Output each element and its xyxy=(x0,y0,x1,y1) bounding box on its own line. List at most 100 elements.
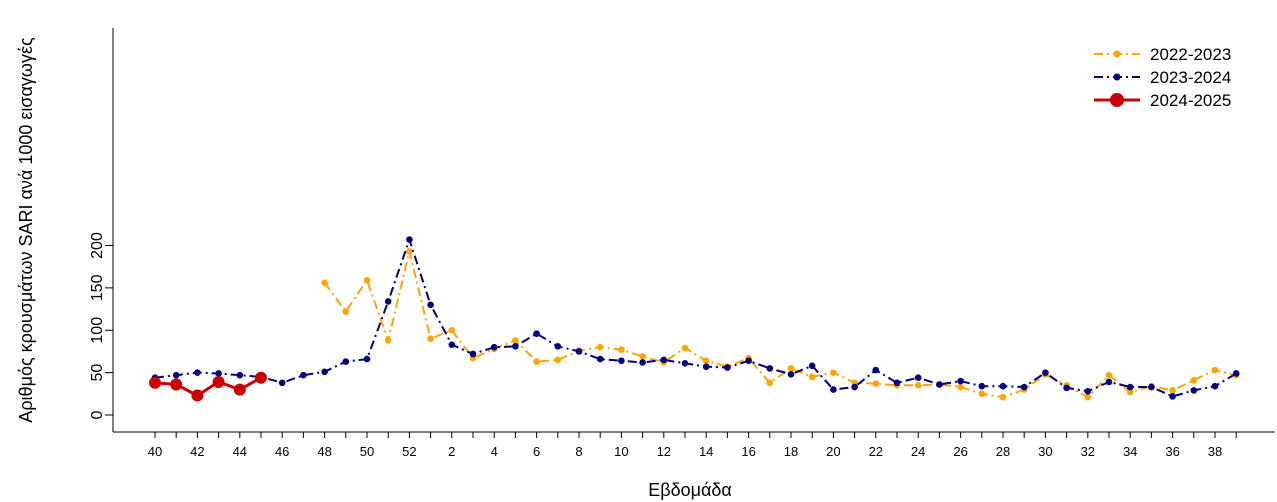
data-point xyxy=(406,236,413,243)
x-tick-label: 32 xyxy=(1081,444,1095,459)
data-point xyxy=(469,350,477,358)
x-axis-title: Εβδομάδα xyxy=(648,480,732,500)
y-axis-ticks: 0 50 100 150 200 xyxy=(89,232,113,419)
data-point xyxy=(194,369,201,376)
x-tick-label: 6 xyxy=(533,444,540,459)
data-point xyxy=(702,363,710,370)
data-point xyxy=(596,355,604,363)
series-2022-2023 xyxy=(321,248,1240,401)
data-point xyxy=(1084,387,1092,395)
data-point xyxy=(681,344,689,352)
data-point xyxy=(1169,387,1176,394)
series-line xyxy=(154,238,1237,398)
data-point xyxy=(1105,371,1113,379)
data-point xyxy=(618,357,625,365)
x-axis-ticks: 40 42 44 46 48 50 52 2 4 6 8 10 12 14 16 18 20 22 24 26 28 30… xyxy=(148,432,1237,459)
data-point xyxy=(999,382,1007,390)
data-point xyxy=(724,364,731,371)
x-tick-label: 16 xyxy=(741,444,755,459)
data-point xyxy=(512,343,519,350)
data-point xyxy=(363,276,371,284)
x-tick-label: 44 xyxy=(233,444,247,459)
data-point xyxy=(596,343,604,351)
x-tick-label: 42 xyxy=(190,444,204,459)
x-tick-label: 50 xyxy=(360,444,374,459)
data-point xyxy=(1063,384,1070,392)
x-tick-label: 40 xyxy=(148,444,162,459)
data-point xyxy=(212,375,225,388)
data-point xyxy=(914,382,922,389)
data-point xyxy=(342,308,350,315)
legend-marker xyxy=(1113,50,1121,58)
data-point xyxy=(575,348,583,355)
x-tick-label: 2 xyxy=(448,444,455,459)
legend-marker xyxy=(1113,73,1121,81)
data-point xyxy=(1211,382,1219,390)
data-point xyxy=(872,380,880,387)
x-tick-label: 18 xyxy=(784,444,798,459)
legend: 2022-2023 2023-2024 2024-2025 xyxy=(1094,45,1231,110)
data-point xyxy=(639,359,646,366)
series-2023-2024 xyxy=(151,236,1240,400)
data-point xyxy=(342,358,350,365)
data-point xyxy=(978,390,986,398)
data-point xyxy=(787,365,795,372)
data-point xyxy=(830,369,837,376)
data-point xyxy=(300,371,307,379)
data-point xyxy=(745,357,752,365)
data-point xyxy=(681,360,689,367)
data-point xyxy=(957,383,964,391)
data-point xyxy=(406,248,413,255)
data-point xyxy=(512,337,519,344)
data-point xyxy=(1190,387,1198,394)
data-point xyxy=(1042,369,1049,376)
data-point xyxy=(1126,388,1134,396)
data-point xyxy=(149,376,161,389)
data-point xyxy=(255,371,267,384)
data-point xyxy=(490,343,498,351)
x-tick-label: 8 xyxy=(575,444,582,459)
x-tick-label: 30 xyxy=(1038,444,1052,459)
data-point xyxy=(808,362,816,370)
y-tick-label: 150 xyxy=(89,274,106,301)
data-point xyxy=(554,343,562,350)
y-axis-title: Αριθμός κρουσμάτων SARI ανά 1000 εισαγωγ… xyxy=(16,37,36,423)
data-point xyxy=(660,356,668,364)
y-tick-label: 100 xyxy=(89,317,106,344)
data-point xyxy=(766,379,774,387)
data-point xyxy=(384,337,392,344)
data-point xyxy=(236,371,244,379)
x-tick-label: 34 xyxy=(1123,444,1137,459)
data-point xyxy=(851,383,858,391)
x-tick-label: 38 xyxy=(1208,444,1222,459)
data-point xyxy=(1211,366,1219,374)
legend-marker xyxy=(1110,93,1124,107)
x-tick-label: 28 xyxy=(996,444,1010,459)
data-point xyxy=(554,356,562,364)
data-point xyxy=(957,377,964,385)
data-point xyxy=(384,298,392,305)
data-point xyxy=(172,371,180,379)
data-point xyxy=(1126,383,1134,391)
data-point xyxy=(893,379,901,387)
data-point xyxy=(936,381,943,388)
plot-area xyxy=(149,236,1240,402)
data-point xyxy=(363,355,371,363)
x-tick-label: 10 xyxy=(614,444,628,459)
legend-label: 2024-2025 xyxy=(1150,91,1231,110)
data-point xyxy=(1105,378,1113,386)
y-tick-label: 200 xyxy=(89,232,106,259)
data-point xyxy=(766,365,774,372)
x-tick-label: 12 xyxy=(657,444,671,459)
data-point xyxy=(170,378,183,391)
data-point xyxy=(278,379,286,387)
x-tick-label: 48 xyxy=(317,444,331,459)
x-tick-label: 4 xyxy=(491,444,498,459)
legend-label: 2022-2023 xyxy=(1150,45,1231,64)
data-point xyxy=(533,358,540,365)
data-point xyxy=(448,341,456,348)
x-tick-label: 14 xyxy=(699,444,713,459)
x-tick-label: 36 xyxy=(1165,444,1179,459)
data-point xyxy=(914,374,922,382)
